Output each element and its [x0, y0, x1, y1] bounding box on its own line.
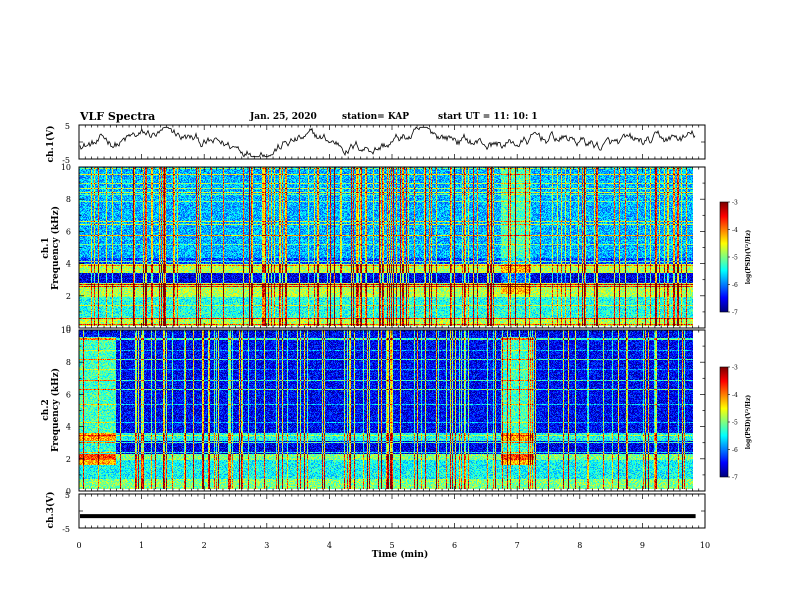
- y-tick-label: 2: [66, 455, 71, 464]
- svg-text:Frequency (kHz): Frequency (kHz): [50, 368, 61, 452]
- start-time-label: start UT = 11: 10: 1: [438, 112, 538, 122]
- colorbar-tick-label: -7: [732, 310, 738, 317]
- y-tick-label: 5: [65, 491, 70, 500]
- ch1-colorbar-label: log(PSD)(V²/Hz): [745, 230, 752, 285]
- colorbar-tick-label: -4: [732, 227, 738, 234]
- y-tick-label: 0: [66, 487, 71, 496]
- colorbar-tick-label: -6: [732, 447, 738, 454]
- ch3-ylabel: ch.3(V): [45, 492, 56, 529]
- y-tick-label: 2: [66, 292, 71, 301]
- y-tick-label: 6: [66, 227, 71, 236]
- ch1-spectrogram-image: [79, 167, 693, 326]
- svg-text:ch.2: ch.2: [41, 399, 51, 420]
- y-tick-label: 8: [66, 195, 71, 204]
- x-axis-label: Time (min): [372, 549, 429, 560]
- y-tick-label: 6: [66, 390, 71, 399]
- ch1-ylabel: ch.1(V): [45, 126, 56, 163]
- ch1-colorbar: [720, 202, 728, 312]
- x-tick-label: 3: [264, 541, 269, 550]
- colorbar-tick-label: -6: [732, 282, 738, 289]
- ch1-waveform-line: [79, 126, 696, 158]
- y-tick-label: 5: [65, 122, 70, 131]
- colorbar-tick-label: -5: [732, 420, 738, 427]
- ch1-waveform-group: [79, 126, 696, 158]
- colorbar-tick-label: -3: [732, 200, 738, 207]
- panel-frame-3: [78, 329, 706, 492]
- panel-frames: [78, 124, 729, 529]
- y-tick-label: 10: [61, 163, 71, 172]
- chart-title: VLF Spectra: [80, 110, 156, 123]
- svg-text:Frequency (kHz): Frequency (kHz): [50, 206, 61, 290]
- x-tick-label: 0: [76, 541, 81, 550]
- x-tick-label: 10: [700, 541, 710, 550]
- colorbar-tick-label: -4: [732, 392, 738, 399]
- y-tick-label: 10: [61, 326, 71, 335]
- x-tick-label: 5: [389, 541, 394, 550]
- x-tick-label: 8: [577, 541, 582, 550]
- colorbar-frame: [719, 366, 729, 478]
- panel-frame-4: [78, 493, 706, 529]
- ch2-spectrogram-image: [79, 330, 693, 489]
- y-tick-label: 8: [66, 358, 71, 367]
- axis-ticks: [78, 125, 730, 528]
- colorbar-tick-label: -5: [732, 255, 738, 262]
- y-tick-label: 4: [66, 260, 71, 269]
- ch2-colorbar: [720, 367, 728, 477]
- x-tick-label: 6: [452, 541, 457, 550]
- y-tick-label: -5: [62, 156, 70, 165]
- y-tick-label: 0: [66, 324, 71, 333]
- colorbar-tick-label: -7: [732, 475, 738, 482]
- date-label: Jan. 25, 2020: [250, 112, 317, 122]
- svg-text:ch.1: ch.1: [41, 237, 51, 258]
- x-tick-label: 2: [202, 541, 207, 550]
- y-tick-label: -5: [62, 525, 70, 534]
- station-label: station= KAP: [342, 112, 410, 122]
- y-tick-label: 4: [66, 423, 71, 432]
- colorbar-frame: [719, 201, 729, 313]
- x-tick-label: 4: [327, 541, 332, 550]
- colorbar-tick-label: -3: [732, 365, 738, 372]
- panel-frame-2: [78, 166, 706, 329]
- ch2-colorbar-label: log(PSD)(V²/Hz): [745, 395, 752, 450]
- x-tick-label: 1: [139, 541, 144, 550]
- ch2-spectrogram-ylabel: ch.2 Frequency (kHz): [41, 368, 61, 452]
- ch1-spectrogram-ylabel: ch.1 Frequency (kHz): [41, 206, 61, 290]
- x-tick-label: 9: [640, 541, 645, 550]
- x-tick-label: 7: [515, 541, 520, 550]
